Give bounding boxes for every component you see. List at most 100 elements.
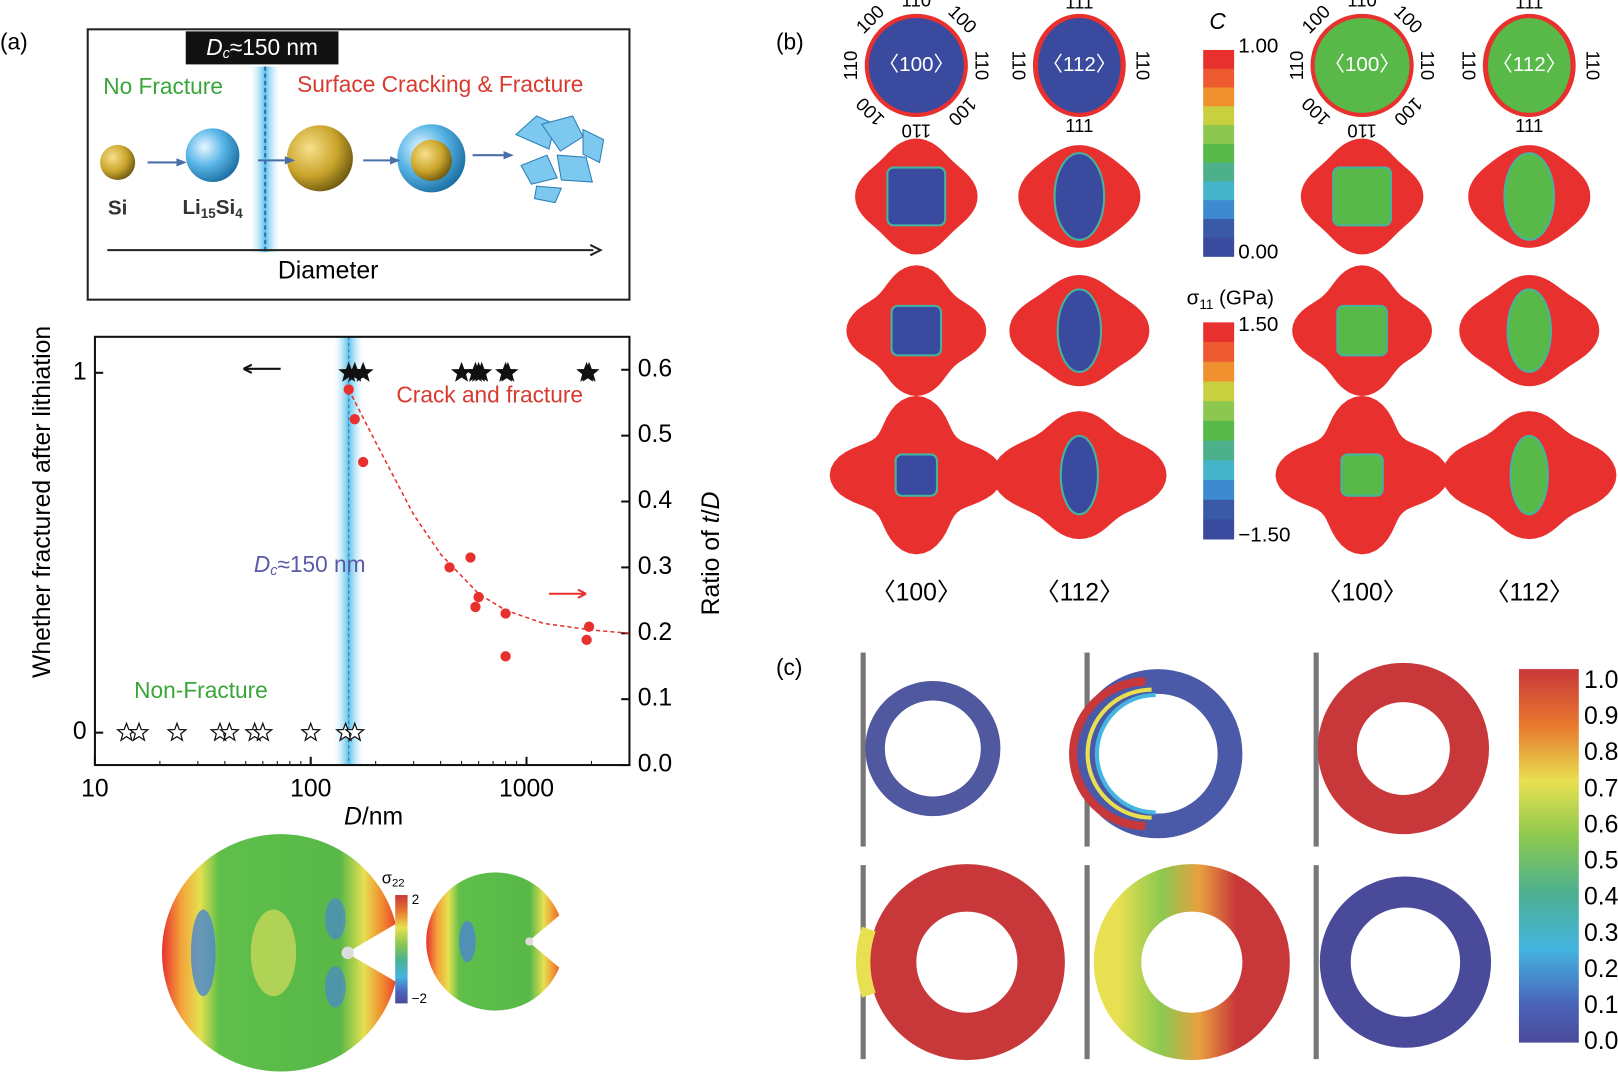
y2-tick-label: 0.0 [638, 751, 672, 778]
symbol: D [254, 551, 270, 577]
core-direction: 〈112〉 [1042, 53, 1116, 76]
particle-core [1038, 17, 1121, 113]
large-si-particle [286, 125, 353, 192]
y2-tick-label: 0.6 [638, 355, 672, 382]
diameter-label: Diameter [278, 257, 378, 284]
particle-core [1053, 152, 1106, 241]
separator: / [698, 509, 725, 516]
particle-core [1332, 166, 1393, 227]
particle-core [894, 453, 938, 497]
non-fracture-annotation: Non-Fracture [134, 677, 268, 703]
panel-c-rings [855, 652, 1492, 1061]
core-direction: 〈100〉 [878, 53, 954, 76]
ratio-point [473, 591, 484, 603]
critical-box [185, 31, 339, 65]
colorbar-label: 1.00 [1584, 667, 1618, 694]
column-direction: 〈112〉 [1035, 578, 1124, 606]
facet-label: 110 [840, 51, 861, 81]
si-label: Si [108, 196, 127, 219]
critical-band [334, 336, 364, 766]
particle-core [1506, 288, 1552, 373]
facet-label: 110 [1286, 51, 1307, 81]
ratio-point [465, 552, 476, 563]
colorbar-step [1203, 200, 1235, 220]
facet-label: 110 [1132, 51, 1153, 81]
colorbar-step [1203, 322, 1235, 343]
panel-label: (a) [0, 29, 28, 55]
core-direction: 〈112〉 [1492, 53, 1566, 76]
symbol: D [698, 491, 725, 509]
particle-core [868, 17, 964, 113]
ratio-point [500, 651, 511, 662]
y2-tick-label: 0.4 [638, 487, 673, 514]
facet-label: 110 [1347, 120, 1377, 141]
fracture-star [471, 361, 493, 382]
colorbar-label: 0.60 [1584, 811, 1618, 838]
lithiated-label: Li15Si4 [182, 196, 243, 220]
facet-label: 111 [1515, 0, 1543, 12]
concentration-symbol: C [1209, 8, 1226, 34]
fracture-star [128, 721, 150, 742]
subscript: 4 [235, 206, 243, 221]
colorbar-label: 0.50 [1584, 848, 1618, 875]
particle-core [1509, 434, 1549, 516]
colorbar-label: 0.10 [1584, 992, 1618, 1019]
facet-label: 110 [971, 51, 992, 81]
colorbar-step [1203, 68, 1235, 88]
particle-core [1503, 152, 1556, 241]
colorbar-label: 0.90 [1584, 703, 1618, 730]
column-direction: 〈100〉 [871, 578, 962, 606]
ratio-point [343, 384, 354, 395]
lithiated-particle [185, 128, 240, 183]
subscript: 15 [201, 206, 216, 221]
particle-core [886, 166, 947, 227]
value: ≈150 nm [230, 34, 318, 60]
facet-label: 110 [1458, 51, 1479, 81]
colorbar-step [1203, 440, 1235, 461]
left-axis-arrow [243, 363, 281, 374]
colorbar-step [1203, 480, 1235, 501]
x-tick-label: 100 [290, 775, 331, 802]
schematic-frame [86, 28, 631, 301]
critical-label: Dc≈150 nm [206, 34, 318, 62]
facet-label: 110 [902, 120, 932, 141]
colorbar-step [1203, 342, 1235, 363]
colorbar-max: 2 [412, 892, 419, 907]
si-particle [100, 144, 136, 180]
y2-axis-label: Ratio of t/D [698, 491, 725, 615]
fracture-star [166, 721, 188, 742]
y2-tick-label: 0.5 [638, 421, 672, 448]
stress-map-symbol: σ22 [382, 870, 405, 890]
symbol: D [206, 34, 222, 60]
column-direction: 〈112〉 [1485, 578, 1574, 606]
stress-map-large [162, 834, 405, 1072]
colorbar-max: 1.50 [1238, 313, 1278, 336]
facet-label: 111 [1065, 0, 1093, 12]
fracture-star [497, 361, 519, 382]
y2-tick-label: 0.1 [638, 685, 672, 712]
colorbar-label: 0.30 [1584, 920, 1618, 947]
particle-core [890, 304, 943, 357]
plot-frame [93, 335, 631, 767]
facet-label: 110 [902, 0, 932, 10]
y-axis-label: Whether fractured after lithiation [29, 326, 56, 678]
unit: (GPa) [1213, 287, 1274, 310]
symbol: t [698, 515, 725, 523]
colorbar-label: 0.40 [1584, 884, 1618, 911]
element: Li [182, 196, 200, 219]
label-text: Ratio of [698, 523, 725, 615]
colorbar-step [1203, 460, 1235, 481]
colorbar-step [1203, 143, 1235, 163]
stress-map-small [426, 872, 568, 1011]
ratio-point [349, 414, 360, 425]
colorbar-step [1203, 499, 1235, 520]
x-tick-label: 10 [81, 775, 109, 802]
fracture-star [218, 721, 240, 742]
ratio-point [581, 634, 592, 646]
colorbar-step [1203, 218, 1235, 239]
colorbar-step [1203, 162, 1235, 182]
colorbar-step [1203, 125, 1235, 145]
colorbar-step [1203, 361, 1235, 382]
core [410, 139, 452, 181]
colorbar-label: 0.00 [1584, 1028, 1618, 1055]
